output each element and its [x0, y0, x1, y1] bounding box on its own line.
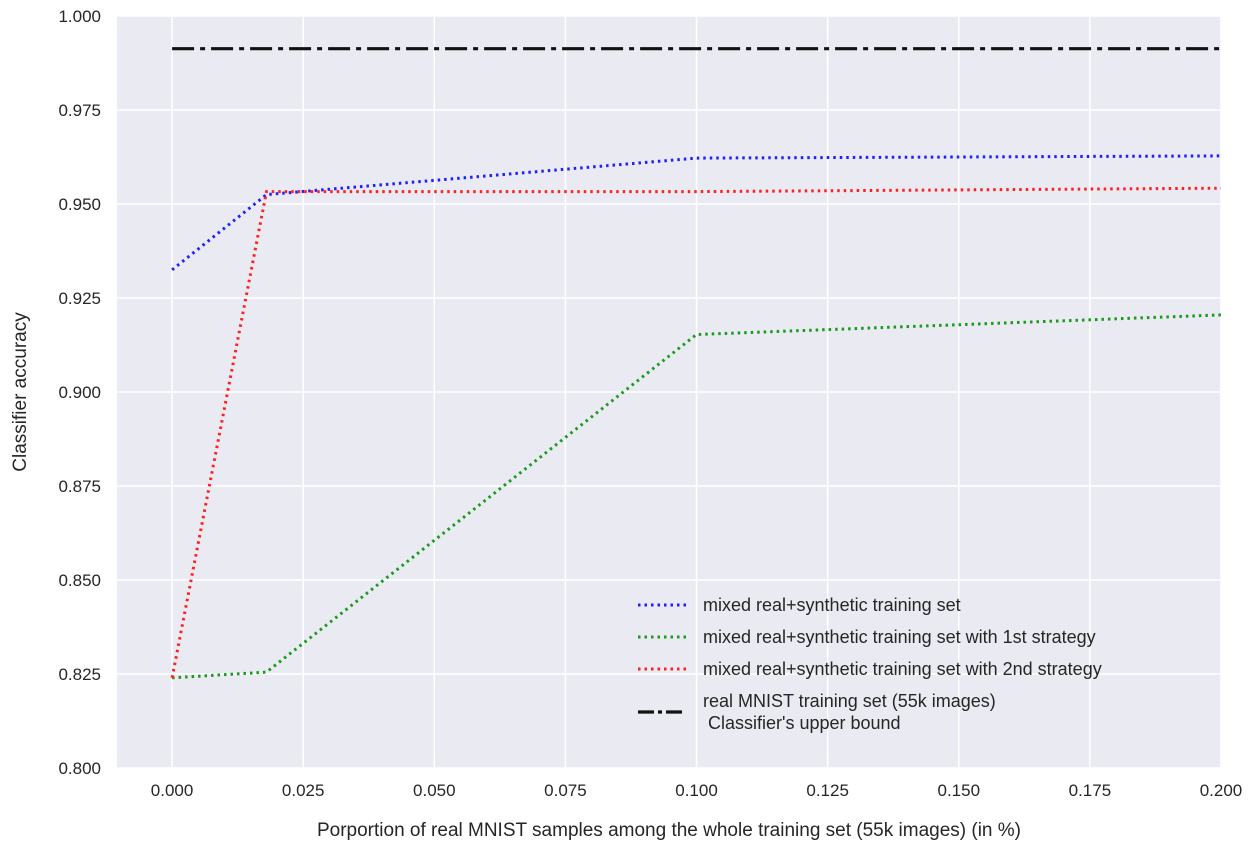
y-tick-label: 0.950 [58, 195, 101, 214]
x-tick-label: 0.150 [937, 781, 980, 800]
series-line-2 [172, 313, 1222, 680]
x-tick-label: 0.200 [1200, 781, 1243, 800]
series-line-3 [170, 186, 1222, 679]
tick-labels: 0.000 0.025 0.050 0.075 0.100 0.125 0.150 0.175… [58, 7, 1242, 800]
y-tick-label: 0.825 [58, 665, 101, 684]
x-axis-label: Porportion of real MNIST samples among t… [317, 820, 1021, 841]
y-tick-label: 0.800 [58, 759, 101, 778]
grid [117, 15, 1222, 769]
x-tick-label: 0.125 [806, 781, 849, 800]
x-tick-label: 0.175 [1069, 781, 1112, 800]
legend-entry: mixed real+synthetic training set with 1… [703, 627, 1096, 647]
y-tick-label: 0.975 [58, 101, 101, 120]
x-tick-label: 0.050 [413, 781, 456, 800]
y-tick-label: 1.000 [58, 7, 101, 26]
y-tick-label: 0.850 [58, 571, 101, 590]
x-tick-label: 0.075 [544, 781, 587, 800]
legend-entry: real MNIST training set (55k images) Cla… [703, 691, 996, 733]
x-tick-label: 0.025 [282, 781, 325, 800]
legend-entry: mixed real+synthetic training set with 2… [703, 659, 1102, 679]
y-tick-label: 0.900 [58, 383, 101, 402]
series-line-1 [171, 154, 1222, 271]
x-tick-label: 0.000 [151, 781, 194, 800]
legend: mixed real+synthetic training set mixed r… [638, 595, 1102, 733]
x-tick-label: 0.100 [675, 781, 718, 800]
legend-entry: mixed real+synthetic training set [703, 595, 961, 615]
y-tick-label: 0.875 [58, 477, 101, 496]
series-lines [170, 47, 1222, 680]
y-tick-label: 0.925 [58, 289, 101, 308]
y-axis-label: Classifier accuracy [10, 312, 31, 472]
